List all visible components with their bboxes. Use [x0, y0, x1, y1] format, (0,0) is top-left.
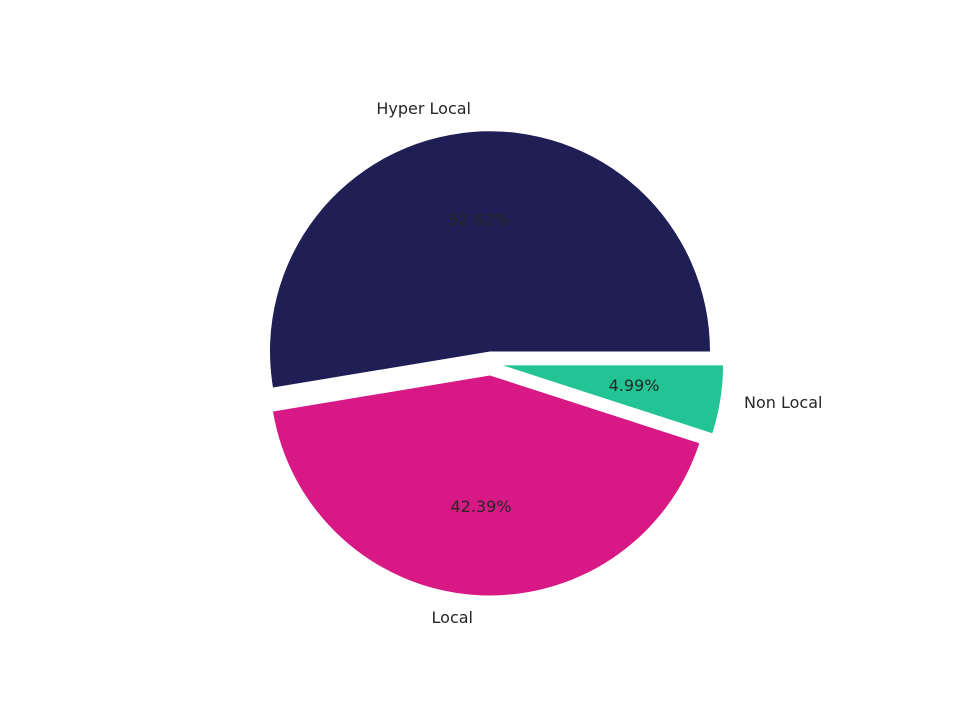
wedge-local	[273, 375, 700, 596]
wedge-hyper-local	[270, 131, 711, 388]
pie-wedges	[270, 131, 723, 596]
wedge-non-local	[503, 365, 723, 434]
label-hyper-local: Hyper Local	[376, 99, 471, 118]
percentage-labels: 52.62% 42.39% 4.99%	[448, 210, 659, 516]
pct-local: 42.39%	[450, 497, 511, 516]
pct-non-local: 4.99%	[609, 376, 660, 395]
pct-hyper-local: 52.62%	[448, 210, 509, 229]
label-non-local: Non Local	[744, 393, 822, 412]
label-local: Local	[432, 608, 473, 627]
category-labels: Hyper Local Local Non Local	[376, 99, 822, 627]
